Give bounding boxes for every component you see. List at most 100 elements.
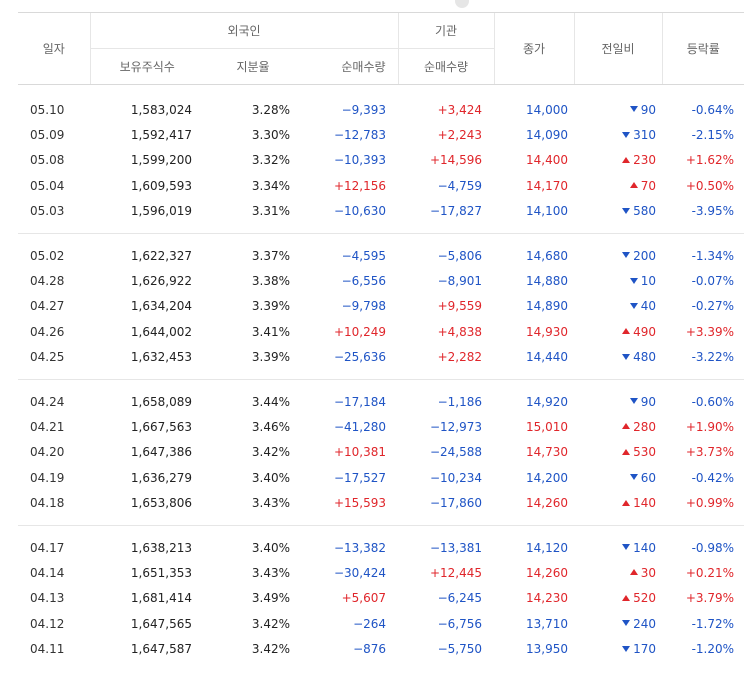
cell-rate: +0.50% bbox=[685, 178, 735, 193]
cell-change: 280 bbox=[574, 414, 662, 439]
triangle-up-icon bbox=[629, 569, 638, 576]
cell-foreign-net: −10,630 bbox=[333, 204, 387, 219]
cell-date: 04.25 bbox=[30, 350, 65, 365]
investor-trading-table: 일자 외국인 기관 종가 전일비 등락률 보유주식수 지분율 순매수량 순매수량… bbox=[18, 12, 745, 671]
triangle-down-icon bbox=[629, 474, 638, 481]
table-row: 05.09 1,592,417 3.30% −12,783 +2,243 14,090 31… bbox=[18, 122, 744, 147]
cell-change: 240 bbox=[574, 611, 662, 636]
cell-close: 14,090 bbox=[526, 128, 569, 143]
cell-change-value: 140 bbox=[633, 496, 657, 511]
cell-change: 140 bbox=[574, 490, 662, 515]
cell-ratio: 3.43% bbox=[251, 565, 290, 580]
cell-inst-net: −12,973 bbox=[429, 419, 483, 434]
cell-foreign-net: −12,783 bbox=[333, 128, 387, 143]
triangle-down-icon bbox=[629, 106, 638, 113]
cell-inst-net: +14,596 bbox=[429, 153, 483, 168]
cell-inst-net: −24,588 bbox=[429, 445, 483, 460]
cell-holdings: 1,658,089 bbox=[130, 394, 192, 409]
cell-change: 310 bbox=[574, 122, 662, 147]
cell-rate: -0.42% bbox=[691, 470, 735, 485]
cell-change-value: 520 bbox=[633, 591, 657, 606]
cell-change-value: 490 bbox=[633, 324, 657, 339]
cell-rate: +1.90% bbox=[685, 419, 735, 434]
header-change: 전일비 bbox=[573, 12, 663, 85]
table-row: 05.10 1,583,024 3.28% −9,393 +3,424 14,000 90 -… bbox=[18, 97, 744, 122]
cell-inst-net: +2,282 bbox=[437, 350, 483, 365]
cell-date: 05.02 bbox=[30, 248, 65, 263]
cell-close: 14,120 bbox=[526, 540, 569, 555]
cell-close: 14,880 bbox=[526, 274, 569, 289]
cell-foreign-net: −17,184 bbox=[333, 394, 387, 409]
cell-change-value: 530 bbox=[633, 445, 657, 460]
cell-close: 13,710 bbox=[526, 616, 569, 631]
cell-foreign-net: −9,393 bbox=[341, 102, 387, 117]
table-row: 04.28 1,626,922 3.38% −6,556 −8,901 14,880 10 -… bbox=[18, 268, 744, 293]
cell-ratio: 3.43% bbox=[251, 496, 290, 511]
cell-rate: -0.64% bbox=[691, 102, 735, 117]
table-row: 05.08 1,599,200 3.32% −10,393 +14,596 14,400 2… bbox=[18, 148, 744, 173]
cell-ratio: 3.42% bbox=[251, 616, 290, 631]
cell-date: 04.11 bbox=[30, 642, 65, 657]
triangle-down-icon bbox=[622, 207, 631, 214]
table-row: 04.25 1,632,453 3.39% −25,636 +2,282 14,440 48… bbox=[18, 345, 744, 370]
triangle-up-icon bbox=[622, 448, 631, 455]
triangle-down-icon bbox=[622, 353, 631, 360]
cell-change: 520 bbox=[574, 586, 662, 611]
table-row: 04.26 1,644,002 3.41% +10,249 +4,838 14,930 49… bbox=[18, 319, 744, 344]
cell-holdings: 1,644,002 bbox=[130, 324, 192, 339]
triangle-down-icon bbox=[629, 302, 638, 309]
table-row: 04.13 1,681,414 3.49% +5,607 −6,245 14,230 520… bbox=[18, 586, 744, 611]
cell-rate: -0.07% bbox=[691, 274, 735, 289]
cell-inst-net: +9,559 bbox=[437, 299, 483, 314]
cell-ratio: 3.34% bbox=[251, 178, 290, 193]
cell-close: 13,950 bbox=[526, 642, 569, 657]
cell-change: 10 bbox=[574, 268, 662, 293]
cell-foreign-net: +10,381 bbox=[333, 445, 387, 460]
table-row: 04.24 1,658,089 3.44% −17,184 −1,186 14,920 90… bbox=[18, 389, 744, 414]
cell-inst-net: −17,827 bbox=[429, 204, 483, 219]
scroll-indicator-dot bbox=[455, 0, 469, 8]
cell-close: 14,000 bbox=[526, 102, 569, 117]
cell-change-value: 40 bbox=[640, 299, 657, 314]
cell-foreign-net: +10,249 bbox=[333, 324, 387, 339]
cell-change: 90 bbox=[574, 389, 662, 414]
cell-close: 14,680 bbox=[526, 248, 569, 263]
cell-foreign-net: −9,798 bbox=[341, 299, 387, 314]
triangle-up-icon bbox=[622, 594, 631, 601]
table-row: 04.17 1,638,213 3.40% −13,382 −13,381 14,120 1… bbox=[18, 535, 744, 560]
cell-holdings: 1,647,587 bbox=[130, 642, 192, 657]
cell-holdings: 1,647,565 bbox=[130, 616, 192, 631]
cell-change-value: 90 bbox=[640, 102, 657, 117]
cell-ratio: 3.42% bbox=[251, 642, 290, 657]
cell-holdings: 1,636,279 bbox=[130, 470, 192, 485]
triangle-down-icon bbox=[622, 544, 631, 551]
cell-change-value: 230 bbox=[633, 153, 657, 168]
cell-change-value: 90 bbox=[640, 394, 657, 409]
header-date: 일자 bbox=[18, 12, 90, 85]
cell-date: 05.08 bbox=[30, 153, 65, 168]
cell-rate: -0.27% bbox=[691, 299, 735, 314]
cell-date: 04.13 bbox=[30, 591, 65, 606]
cell-foreign-net: +5,607 bbox=[341, 591, 387, 606]
cell-rate: -1.72% bbox=[691, 616, 735, 631]
cell-inst-net: +3,424 bbox=[437, 102, 483, 117]
table-row: 04.21 1,667,563 3.46% −41,280 −12,973 15,010 2… bbox=[18, 414, 744, 439]
cell-holdings: 1,626,922 bbox=[130, 274, 192, 289]
cell-change: 30 bbox=[574, 560, 662, 585]
cell-change-value: 170 bbox=[633, 642, 657, 657]
table-row: 05.02 1,622,327 3.37% −4,595 −5,806 14,680 200… bbox=[18, 243, 744, 268]
cell-change: 480 bbox=[574, 345, 662, 370]
cell-foreign-net: −25,636 bbox=[333, 350, 387, 365]
cell-ratio: 3.42% bbox=[251, 445, 290, 460]
cell-close: 14,890 bbox=[526, 299, 569, 314]
triangle-up-icon bbox=[622, 499, 631, 506]
table-row: 04.18 1,653,806 3.43% +15,593 −17,860 14,260 1… bbox=[18, 490, 744, 515]
cell-change: 230 bbox=[574, 148, 662, 173]
cell-close: 14,260 bbox=[526, 565, 569, 580]
cell-foreign-net: −876 bbox=[353, 642, 387, 657]
triangle-down-icon bbox=[629, 398, 638, 405]
cell-foreign-net: −4,595 bbox=[341, 248, 387, 263]
cell-ratio: 3.30% bbox=[251, 128, 290, 143]
cell-date: 04.19 bbox=[30, 470, 65, 485]
cell-date: 04.20 bbox=[30, 445, 65, 460]
